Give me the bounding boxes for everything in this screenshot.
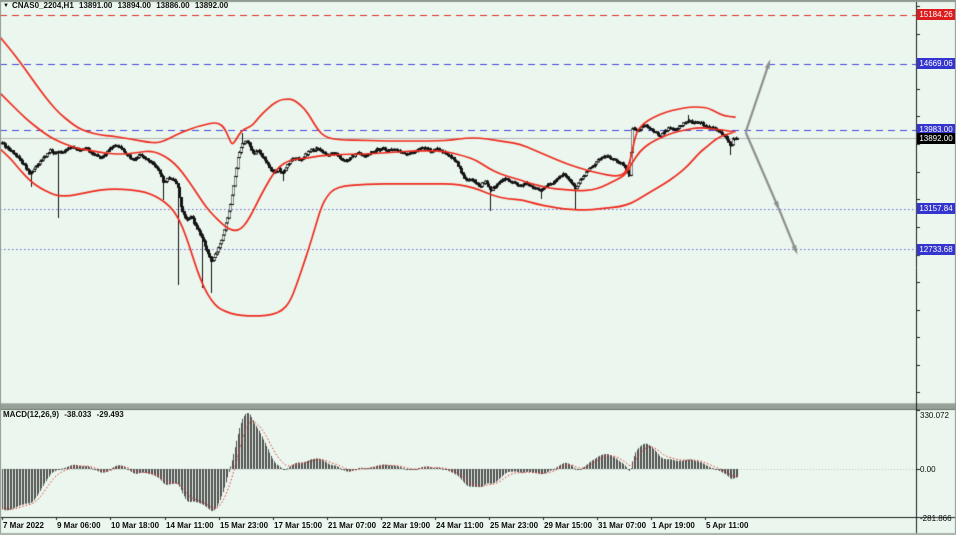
price-level-badge: 13892.00	[917, 132, 955, 144]
time-axis-label: 17 Mar 15:00	[274, 521, 323, 530]
time-axis-label: 31 Mar 07:00	[598, 521, 647, 530]
time-axis-label: 25 Mar 23:00	[490, 521, 539, 530]
time-axis-label: 24 Mar 11:00	[436, 521, 484, 530]
time-axis[interactable]: 7 Mar 2022 9 Mar 06:00 10 Mar 18:00 14 Mar …	[0, 518, 916, 533]
time-axis-label: 9 Mar 06:00	[57, 521, 101, 530]
symbol-period-label: CNAS0_2204,H1	[11, 1, 74, 10]
time-axis-label: 14 Mar 11:00	[166, 521, 214, 530]
price-level-badge: 15184.26	[917, 9, 955, 21]
macd-value: -38.033	[64, 410, 92, 419]
time-axis-label: 1 Apr 19:00	[652, 521, 695, 530]
time-axis-label: 21 Mar 07:00	[328, 521, 377, 530]
macd-indicator-header: MACD(12,26,9) -38.033 -29.493	[3, 410, 127, 419]
ohlc-close: 13892.00	[194, 1, 229, 10]
time-axis-label: 15 Mar 23:00	[220, 521, 269, 530]
chart-collapse-arrow-icon[interactable]: ▼	[3, 3, 9, 9]
price-level-badge: 13983.00	[917, 124, 955, 136]
ohlc-high: 13894.00	[117, 1, 151, 10]
price-level-badge: 13157.84	[917, 203, 955, 215]
macd-axis-label: 0.00	[920, 464, 936, 474]
macd-axis-label: 330.072	[920, 411, 949, 420]
time-axis-label: 5 Apr 11:00	[706, 521, 749, 530]
price-axis[interactable]: 15271.2014985.2014699.2014408.8014122.80…	[917, 0, 956, 517]
time-axis-label: 29 Mar 15:00	[544, 521, 593, 530]
time-axis-label: 22 Mar 19:00	[382, 521, 431, 530]
time-axis-label: 7 Mar 2022	[3, 521, 44, 530]
macd-axis-label: -281.866	[920, 514, 952, 523]
time-axis-label: 10 Mar 18:00	[111, 521, 160, 530]
price-level-badge: 12733.68	[917, 243, 955, 255]
macd-label: MACD(12,26,9)	[3, 410, 60, 419]
ohlc-open: 13891.00	[79, 1, 113, 10]
macd-signal-value: -29.493	[96, 410, 124, 419]
ohlc-low: 13886.00	[156, 1, 190, 10]
price-level-badge: 14669.06	[917, 58, 955, 70]
chart-ohlc-header: ▼ CNAS0_2204,H1 13891.00 13894.00 13886.0…	[3, 1, 231, 10]
